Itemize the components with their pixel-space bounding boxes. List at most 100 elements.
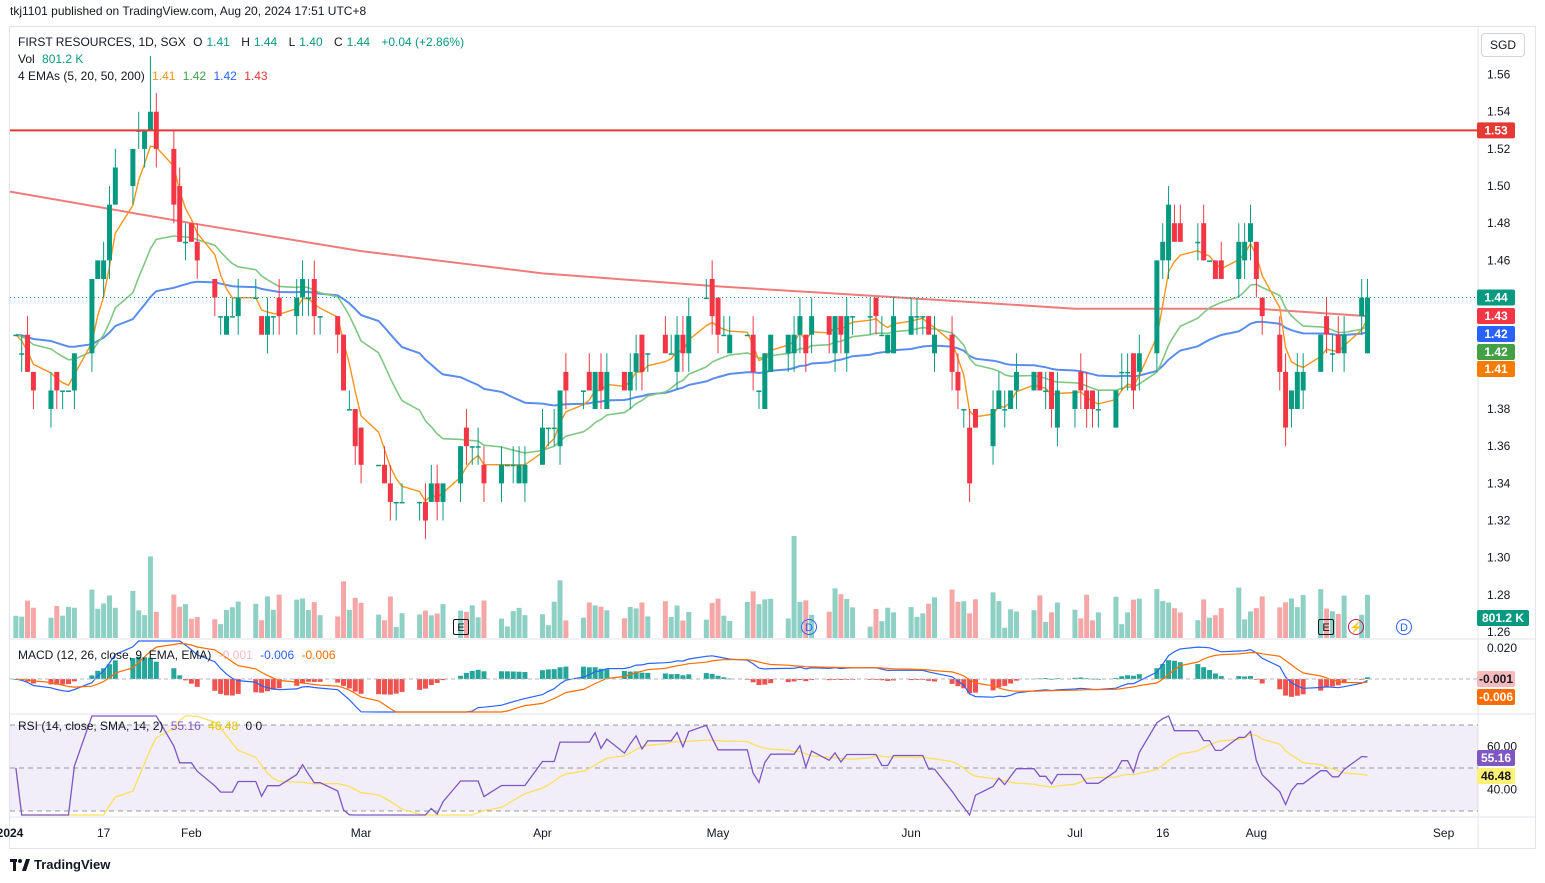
earnings-marker-aug[interactable]: E (1318, 619, 1334, 635)
macd-histogram-bar (598, 668, 604, 679)
candle-body (171, 148, 177, 205)
candle-body (352, 409, 358, 447)
candle-body (516, 464, 522, 484)
ema-legend: 4 EMAs (5, 20, 50, 200) 1.41 1.42 1.42 1… (18, 69, 272, 83)
macd-histogram-bar (264, 679, 270, 692)
price-axis-label: 1.28 (1487, 588, 1511, 602)
macd-histogram-bar (1212, 673, 1218, 679)
macd-histogram-bar (463, 672, 469, 679)
volume-bar (177, 606, 183, 638)
candle-body (1078, 371, 1084, 391)
volume-bar (1300, 595, 1306, 638)
price-axis-label: 1.30 (1487, 551, 1511, 565)
volume-bar (1324, 608, 1330, 638)
macd-histogram-bar (253, 679, 259, 693)
currency-selector[interactable]: SGD (1481, 33, 1525, 57)
volume-bar (1166, 602, 1172, 638)
volume-bar (873, 609, 879, 638)
candle-body (844, 316, 850, 354)
volume-bar (1365, 594, 1371, 638)
macd-histogram-bar (756, 679, 762, 686)
candle-body (183, 241, 189, 244)
macd-histogram-bar (592, 667, 598, 679)
macd-histogram-bar (674, 673, 680, 679)
volume-bar (142, 615, 148, 638)
macd-tag: -0.006 (1479, 690, 1513, 704)
candle-body (259, 316, 265, 335)
earnings-marker-feb[interactable]: E (453, 619, 469, 635)
time-axis-label: Apr (533, 826, 552, 840)
macd-hist-value: -0.001 (218, 648, 253, 662)
macd-histogram-bar (89, 675, 95, 679)
macd-histogram-bar (580, 666, 586, 679)
volume-bar (341, 581, 347, 638)
candle-body (142, 130, 148, 149)
candle-body (1125, 371, 1131, 374)
candle-body (645, 353, 651, 355)
ema200-value: 1.43 (244, 69, 268, 83)
candle-body (417, 501, 423, 504)
dividend-marker-sep[interactable]: D (1396, 619, 1412, 635)
volume-bar (422, 610, 428, 638)
candle-body (177, 186, 183, 242)
price-axis-label: 1.50 (1487, 179, 1511, 193)
price-axis-label: 1.38 (1487, 402, 1511, 416)
volume-bar (838, 594, 844, 638)
candle-body (458, 446, 464, 484)
macd-histogram-bar (1236, 676, 1242, 679)
candle-body (101, 260, 107, 279)
candle-body (1084, 390, 1090, 410)
volume-bar (832, 588, 838, 638)
time-axis-label: Jun (901, 826, 920, 840)
volume-bar (680, 620, 686, 638)
macd-histogram-bar (95, 670, 101, 679)
macd-histogram-bar (680, 675, 686, 679)
volume-bar (136, 610, 142, 638)
candle-body (1324, 316, 1330, 335)
volume-bar (715, 598, 721, 638)
candle-body (335, 316, 341, 335)
volume-bar (914, 616, 920, 638)
candle-body (1253, 241, 1259, 279)
candle-body (1166, 204, 1172, 261)
ema20-value: 1.42 (182, 69, 207, 83)
macd-histogram-bar (1008, 679, 1014, 684)
candle-body (264, 316, 270, 335)
candle-body (188, 223, 194, 242)
candle-body (1171, 223, 1177, 242)
macd-histogram-bar (1324, 679, 1330, 688)
candle-body (130, 148, 136, 187)
candle-body (212, 278, 218, 298)
candle-body (926, 316, 932, 335)
candle-body (194, 241, 200, 261)
candle-body (1013, 371, 1019, 391)
candle-body (756, 390, 762, 392)
volume-bar (955, 601, 961, 638)
price-axis-label: 1.26 (1487, 625, 1511, 639)
candle-body (1054, 390, 1060, 428)
dividend-marker-may[interactable]: D (801, 619, 817, 635)
volume-bar (1247, 611, 1253, 638)
candle-body (25, 334, 31, 372)
volume-bar (797, 601, 803, 638)
tradingview-logo[interactable]: TradingView (10, 857, 110, 872)
volume-bar (130, 590, 136, 638)
volume-bar (218, 624, 224, 638)
lightning-icon[interactable]: ⚡ (1348, 619, 1364, 635)
candle-body (522, 464, 528, 484)
volume-tag: 801.2 K (1482, 611, 1524, 625)
macd-histogram-bar (177, 675, 183, 679)
volume-bar (475, 617, 481, 638)
macd-histogram-bar (1002, 679, 1008, 686)
candle-body (112, 167, 118, 205)
macd-histogram-bar (961, 679, 967, 689)
candle-body (967, 427, 973, 484)
ohlc-high: H 1.44 (241, 35, 278, 49)
volume-bar (645, 616, 651, 638)
candle-body (1277, 334, 1283, 372)
volume-bar (153, 611, 159, 638)
volume-bar (1335, 613, 1341, 638)
macd-histogram-bar (803, 679, 809, 682)
rsi-legend: RSI (14, close, SMA, 14, 2) 55.16 46.48 … (18, 719, 266, 733)
